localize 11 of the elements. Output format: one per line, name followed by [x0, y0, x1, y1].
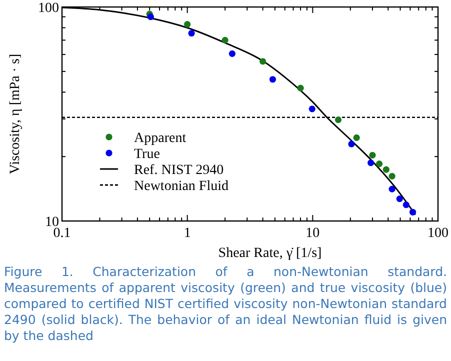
x-tick-label: 1	[184, 226, 191, 241]
x-tick-label: 100	[428, 226, 448, 241]
legend-label: Apparent	[134, 131, 186, 146]
legend-label: Ref. NIST 2940	[134, 163, 224, 178]
x-tick-label: 0.1	[53, 226, 71, 241]
legend-label: True	[134, 147, 160, 162]
caption: Figure 1. Characterization of a non-Newtonian standard. Measurements of apparent viscosity (green) and true viscosity (blue) compared to certified NIST certified viscosity non-Newtonian standard 2490 (solid black). The behavior of an ideal Newtonian fluid is given by the dashed	[3, 263, 448, 344]
x-tick-label: 10	[306, 226, 320, 241]
x-axis-title: Shear Rate, γ̇ [1/s]	[218, 246, 322, 261]
y-axis-title: Viscosity, η [mPa · s]	[8, 54, 23, 174]
legend-label: Newtonian Fluid	[134, 179, 228, 194]
